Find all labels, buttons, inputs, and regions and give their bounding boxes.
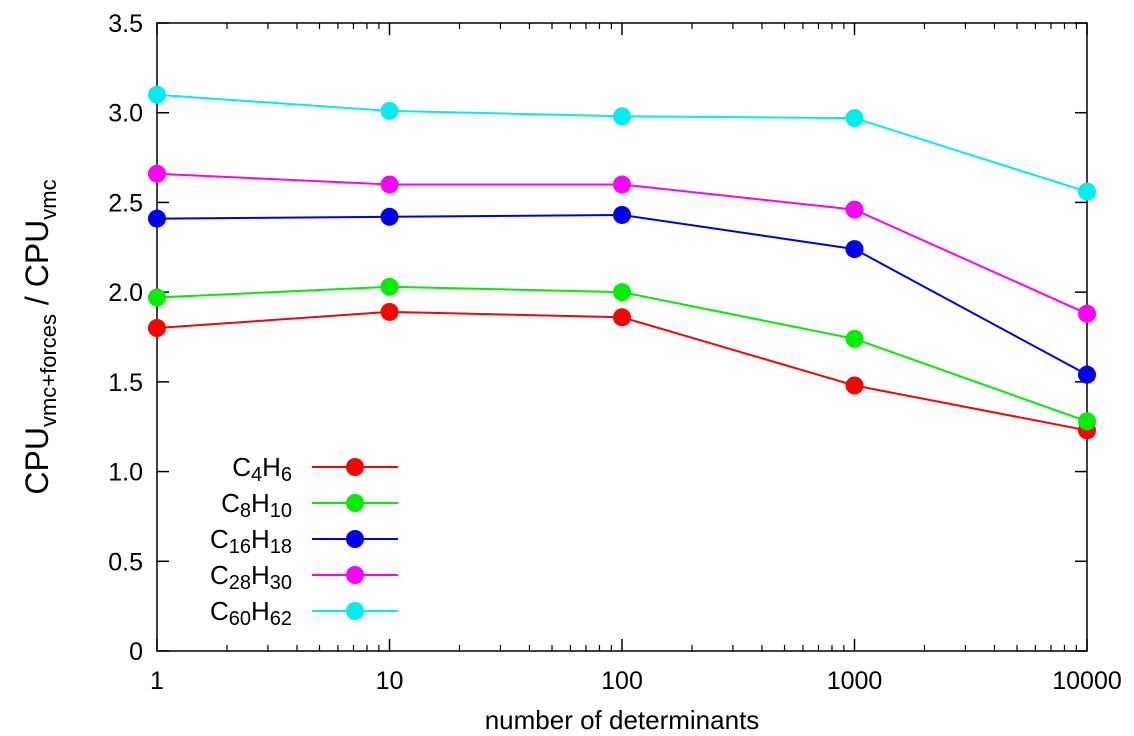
- legend-marker: [346, 530, 364, 548]
- legend-label-text: H: [251, 488, 270, 518]
- legend-label-text: C: [210, 524, 229, 554]
- legend-label-subscript: 10: [270, 500, 292, 522]
- data-point: [148, 164, 166, 183]
- legend-label-subscript: 4: [251, 464, 262, 486]
- legend-label-text: C: [232, 452, 251, 482]
- y-axis-label: CPUvmc+forces / CPUvmc: [19, 179, 61, 494]
- series-C8H10: [148, 277, 1096, 431]
- legend-label-subscript: 18: [270, 536, 292, 558]
- y-tick-label: 3.5: [108, 10, 143, 38]
- data-point: [380, 302, 399, 321]
- legend-label-subscript: 6: [281, 464, 292, 486]
- legend-marker: [346, 566, 364, 584]
- data-point: [1078, 365, 1096, 384]
- legend-marker: [346, 494, 364, 512]
- legend-marker: [346, 458, 364, 476]
- legend-label-text: H: [262, 452, 281, 482]
- data-point: [845, 329, 864, 348]
- x-axis-label: number of determinants: [485, 705, 760, 735]
- data-point: [613, 107, 631, 126]
- y-tick-label: 1.5: [108, 369, 143, 397]
- legend-label: C8H10: [221, 488, 292, 522]
- x-tick-label: 1: [150, 667, 164, 695]
- y-axis-label-sub1: vmc+forces: [36, 314, 61, 427]
- y-axis-label-separator: /: [19, 287, 55, 314]
- x-tick-label: 10000: [1052, 667, 1122, 695]
- legend-label-text: C: [210, 560, 229, 590]
- legend-label-subscript: 16: [229, 536, 251, 558]
- legend-item-C4H6: C4H6: [232, 452, 398, 486]
- legend-label-subscript: 8: [240, 500, 251, 522]
- legend-label-text: C: [210, 596, 229, 626]
- data-point: [613, 205, 631, 224]
- y-tick-label: 2.0: [108, 279, 143, 307]
- legend-label-text: H: [251, 596, 270, 626]
- y-tick-label: 1.0: [108, 459, 143, 487]
- data-point: [148, 85, 166, 104]
- series-C28H30: [148, 164, 1096, 323]
- y-tick-label: 0.5: [108, 548, 143, 576]
- legend-item-C28H30: C28H30: [210, 560, 398, 594]
- data-point: [613, 175, 631, 194]
- series-C4H6: [148, 302, 1096, 440]
- data-point: [380, 101, 399, 120]
- series-line: [156, 285, 1088, 423]
- y-axis-label-sub2: vmc: [36, 179, 61, 219]
- legend-label-text: C: [221, 488, 240, 518]
- legend-label-text: H: [251, 560, 270, 590]
- series-layer: [148, 85, 1096, 440]
- legend-label-subscript: 62: [270, 608, 292, 630]
- data-point: [845, 240, 864, 259]
- legend-label-text: H: [251, 524, 270, 554]
- y-tick-label: 2.5: [108, 189, 143, 217]
- data-point: [845, 376, 864, 395]
- data-point: [148, 319, 166, 338]
- y-axis-label-base: CPU: [19, 427, 55, 495]
- legend-label-subscript: 30: [270, 572, 292, 594]
- y-tick-label: 0: [129, 638, 143, 666]
- legend-item-C60H62: C60H62: [210, 596, 398, 630]
- data-point: [845, 109, 864, 128]
- legend-item-C8H10: C8H10: [221, 488, 398, 522]
- data-point: [148, 288, 166, 307]
- data-point: [845, 200, 864, 219]
- ticks-layer: 0 0.5 1.0 1.5 2.0 2.5 3.0 3.5 1 10 100 1000 10000: [108, 10, 1122, 695]
- y-tick-label: 3.0: [108, 100, 143, 128]
- data-point: [1078, 412, 1096, 431]
- x-tick-label: 100: [601, 667, 643, 695]
- legend-label: C16H18: [210, 524, 292, 558]
- data-point: [380, 175, 399, 194]
- series-C60H62: [148, 85, 1096, 201]
- legend-label: C4H6: [232, 452, 292, 486]
- data-point: [380, 207, 399, 226]
- legend-label-subscript: 60: [229, 608, 251, 630]
- x-tick-label: 10: [376, 667, 404, 695]
- x-tick-label: 1000: [827, 667, 883, 695]
- data-point: [380, 277, 399, 296]
- legend-label: C28H30: [210, 560, 292, 594]
- data-point: [1078, 304, 1096, 323]
- data-point: [1078, 182, 1096, 201]
- legend-label: C60H62: [210, 596, 292, 630]
- y-axis-label-base2: CPU: [19, 220, 55, 288]
- data-point: [613, 308, 631, 327]
- data-point: [148, 209, 166, 228]
- data-point: [613, 283, 631, 302]
- legend-marker: [346, 602, 364, 620]
- legend-label-subscript: 28: [229, 572, 251, 594]
- legend-item-C16H18: C16H18: [210, 524, 398, 558]
- series-C16H18: [148, 205, 1096, 384]
